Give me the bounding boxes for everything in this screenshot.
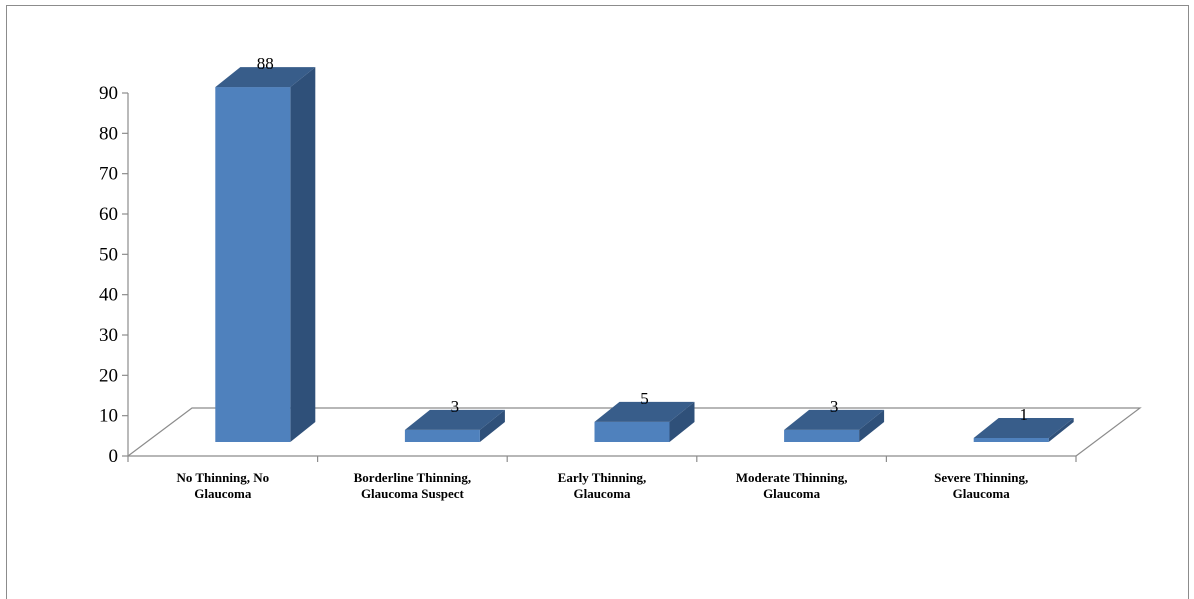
bar bbox=[973, 417, 1074, 442]
bar-top bbox=[594, 401, 695, 422]
y-tick-label: 80 bbox=[99, 123, 118, 144]
category-label-line: Glaucoma bbox=[953, 486, 1011, 501]
y-tick-label: 50 bbox=[99, 244, 118, 265]
bar bbox=[404, 409, 505, 442]
category-label-line: Moderate Thinning, bbox=[736, 470, 848, 485]
category-label-line: Early Thinning, bbox=[558, 470, 647, 485]
y-tick-label: 90 bbox=[99, 83, 118, 104]
bar-front bbox=[784, 429, 860, 442]
category-label-line: Glaucoma Suspect bbox=[361, 486, 465, 501]
bar-side bbox=[479, 409, 505, 442]
y-tick-label: 30 bbox=[99, 325, 118, 346]
y-tick-label: 10 bbox=[99, 406, 118, 427]
bar-top bbox=[973, 417, 1074, 438]
bars bbox=[215, 67, 1074, 443]
bar-top bbox=[404, 409, 505, 430]
data-label: 1 bbox=[1019, 405, 1028, 424]
chart-frame bbox=[6, 5, 1189, 599]
bar-top bbox=[215, 67, 316, 88]
bar bbox=[784, 409, 885, 442]
category-label-line: Glaucoma bbox=[763, 486, 821, 501]
bar-front bbox=[973, 437, 1049, 442]
category-label: Early Thinning, Glaucoma bbox=[558, 470, 647, 501]
y-axis: 0 10 20 30 40 50 60 70 80 90 bbox=[99, 83, 1077, 467]
category-label-line: Severe Thinning, bbox=[934, 470, 1028, 485]
category-label: No Thinning, No Glaucoma bbox=[176, 470, 269, 501]
y-tick-label: 70 bbox=[99, 164, 118, 185]
bar-side bbox=[1048, 417, 1074, 442]
category-label: Severe Thinning, Glaucoma bbox=[934, 470, 1028, 501]
bar bbox=[215, 67, 316, 443]
bar-side bbox=[290, 67, 316, 443]
bar-top bbox=[784, 409, 885, 430]
data-labels: 88 3 5 3 1 bbox=[257, 54, 1028, 424]
y-tick-label: 0 bbox=[109, 446, 119, 467]
data-label: 3 bbox=[830, 397, 839, 416]
category-label: Borderline Thinning, Glaucoma Suspect bbox=[354, 470, 472, 501]
bar-side bbox=[669, 401, 695, 442]
category-label-line: Borderline Thinning, bbox=[354, 470, 472, 485]
y-tick-label: 20 bbox=[99, 365, 118, 386]
data-label: 3 bbox=[451, 397, 460, 416]
y-tick-label: 40 bbox=[99, 285, 118, 306]
category-label-line: No Thinning, No bbox=[176, 470, 269, 485]
bar-front bbox=[594, 421, 670, 442]
bar bbox=[594, 401, 695, 442]
bar-side bbox=[859, 409, 885, 442]
category-label-line: Glaucoma bbox=[573, 486, 631, 501]
data-label: 5 bbox=[640, 389, 649, 408]
data-label: 88 bbox=[257, 54, 274, 73]
y-tick-label: 60 bbox=[99, 204, 118, 225]
category-label-line: Glaucoma bbox=[194, 486, 252, 501]
bar-front bbox=[215, 87, 291, 443]
category-label: Moderate Thinning, Glaucoma bbox=[736, 470, 848, 501]
bar-front bbox=[404, 429, 480, 442]
